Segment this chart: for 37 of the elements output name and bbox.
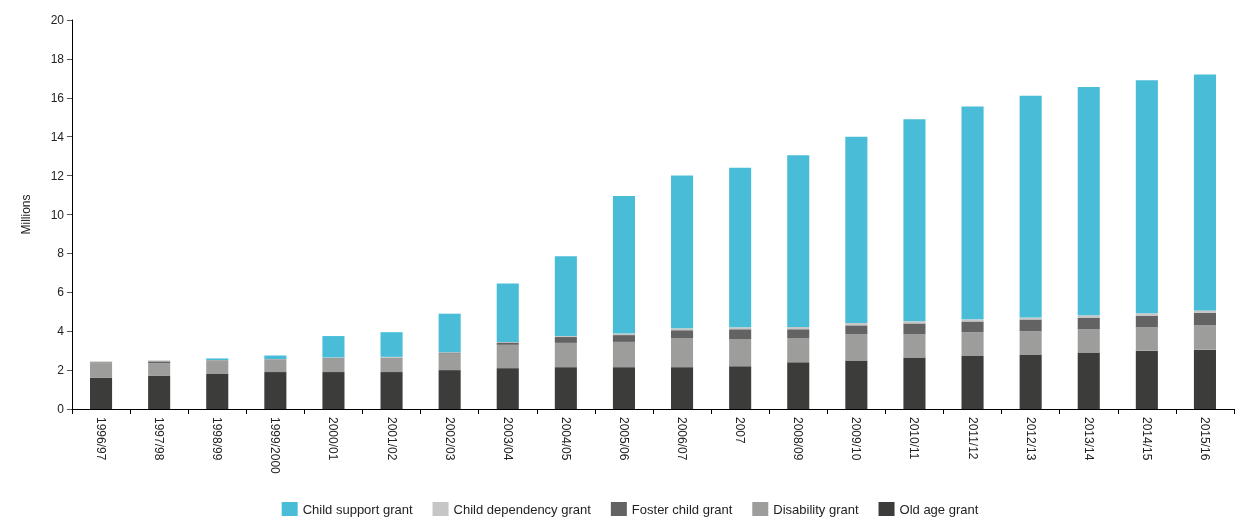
y-tick-label: 10 xyxy=(50,207,65,222)
x-tick-label: 1996/97 xyxy=(94,417,109,461)
x-tick-label: 2013/14 xyxy=(1081,417,1096,461)
legend-label: Old age grant xyxy=(899,501,979,517)
x-tick-label: 2012/13 xyxy=(1023,417,1038,461)
x-tick-label: 2001/02 xyxy=(384,417,399,461)
y-tick-label: 14 xyxy=(50,129,65,144)
x-tick-label: 2002/03 xyxy=(442,417,457,461)
x-tick-label: 2009/10 xyxy=(849,417,864,461)
y-tick-label: 12 xyxy=(50,168,65,183)
y-tick-label: 0 xyxy=(57,402,65,416)
y-axis-title: Millions xyxy=(19,194,33,235)
x-tick-label: 1998/99 xyxy=(210,417,225,461)
x-tick-label: 1999/2000 xyxy=(268,417,283,475)
y-tick-label: 4 xyxy=(57,324,65,339)
y-tick-label: 6 xyxy=(57,285,65,300)
x-tick-label: 2008/09 xyxy=(791,417,806,461)
legend-label: Child support grant xyxy=(302,501,413,517)
x-tick-label: 2011/12 xyxy=(965,417,980,460)
x-tick-label: 2010/11 xyxy=(907,417,922,460)
x-tick-label: 2015/16 xyxy=(1197,417,1212,461)
y-tick-label: 8 xyxy=(57,246,65,261)
y-tick-label: 2 xyxy=(57,363,65,378)
y-tick-label: 16 xyxy=(50,90,65,105)
legend-label: Disability grant xyxy=(773,501,859,517)
y-tick-label: 18 xyxy=(50,51,65,66)
x-tick-label: 2006/07 xyxy=(675,417,690,461)
x-tick-label: 2000/01 xyxy=(326,417,341,461)
x-tick-label: 2003/04 xyxy=(500,417,515,461)
x-tick-label: 2014/15 xyxy=(1139,417,1154,461)
y-tick-label: 20 xyxy=(50,13,65,27)
legend-label: Foster child grant xyxy=(631,501,733,517)
legend-label: Child dependency grant xyxy=(453,501,592,517)
x-tick-label: 2007 xyxy=(733,417,748,445)
x-tick-label: 2005/06 xyxy=(616,417,631,461)
x-tick-label: 2004/05 xyxy=(558,417,573,461)
x-tick-label: 1997/98 xyxy=(152,417,167,461)
